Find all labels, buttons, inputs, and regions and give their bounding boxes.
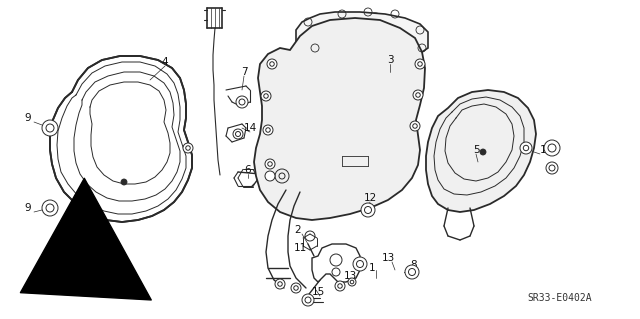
Circle shape xyxy=(236,131,241,137)
Polygon shape xyxy=(254,18,425,220)
Circle shape xyxy=(548,144,556,152)
Circle shape xyxy=(413,90,423,100)
Circle shape xyxy=(183,143,193,153)
Text: 1: 1 xyxy=(369,263,375,273)
Polygon shape xyxy=(50,56,192,222)
Polygon shape xyxy=(426,90,536,212)
Text: FR.: FR. xyxy=(62,271,84,285)
Circle shape xyxy=(42,120,58,136)
Circle shape xyxy=(42,200,58,216)
Circle shape xyxy=(549,165,555,171)
Circle shape xyxy=(302,294,314,306)
Circle shape xyxy=(361,203,375,217)
Circle shape xyxy=(356,261,364,268)
Circle shape xyxy=(365,206,371,213)
Text: SR33-E0402A: SR33-E0402A xyxy=(528,293,592,303)
Text: 11: 11 xyxy=(293,243,307,253)
Circle shape xyxy=(410,121,420,131)
Circle shape xyxy=(236,96,248,108)
Text: 9: 9 xyxy=(25,113,31,123)
Text: 14: 14 xyxy=(243,123,257,133)
Circle shape xyxy=(335,281,345,291)
Circle shape xyxy=(353,257,367,271)
Text: 5: 5 xyxy=(473,145,479,155)
Circle shape xyxy=(305,297,311,303)
Text: 2: 2 xyxy=(294,225,301,235)
Text: 7: 7 xyxy=(241,67,247,77)
Circle shape xyxy=(265,159,275,169)
Circle shape xyxy=(520,142,532,154)
Circle shape xyxy=(267,59,277,69)
Circle shape xyxy=(261,91,271,101)
Text: 12: 12 xyxy=(364,193,376,203)
Text: 3: 3 xyxy=(387,55,394,65)
Circle shape xyxy=(263,125,273,135)
Circle shape xyxy=(275,279,285,289)
Circle shape xyxy=(408,269,415,276)
Circle shape xyxy=(415,59,425,69)
Circle shape xyxy=(46,124,54,132)
Circle shape xyxy=(46,204,54,212)
Circle shape xyxy=(239,99,245,105)
Circle shape xyxy=(546,162,558,174)
Text: 8: 8 xyxy=(411,260,417,270)
Circle shape xyxy=(544,140,560,156)
Text: 6: 6 xyxy=(244,165,252,175)
Text: 13: 13 xyxy=(344,271,356,281)
Circle shape xyxy=(121,179,127,185)
Circle shape xyxy=(480,149,486,155)
Circle shape xyxy=(265,171,275,181)
Text: 9: 9 xyxy=(25,203,31,213)
Text: 10: 10 xyxy=(540,145,552,155)
Circle shape xyxy=(291,283,301,293)
Text: 15: 15 xyxy=(312,287,324,297)
Circle shape xyxy=(405,265,419,279)
Text: 4: 4 xyxy=(162,57,168,67)
Polygon shape xyxy=(296,12,428,52)
Circle shape xyxy=(233,129,243,139)
Polygon shape xyxy=(312,244,360,282)
Text: 13: 13 xyxy=(381,253,395,263)
Circle shape xyxy=(348,278,356,286)
